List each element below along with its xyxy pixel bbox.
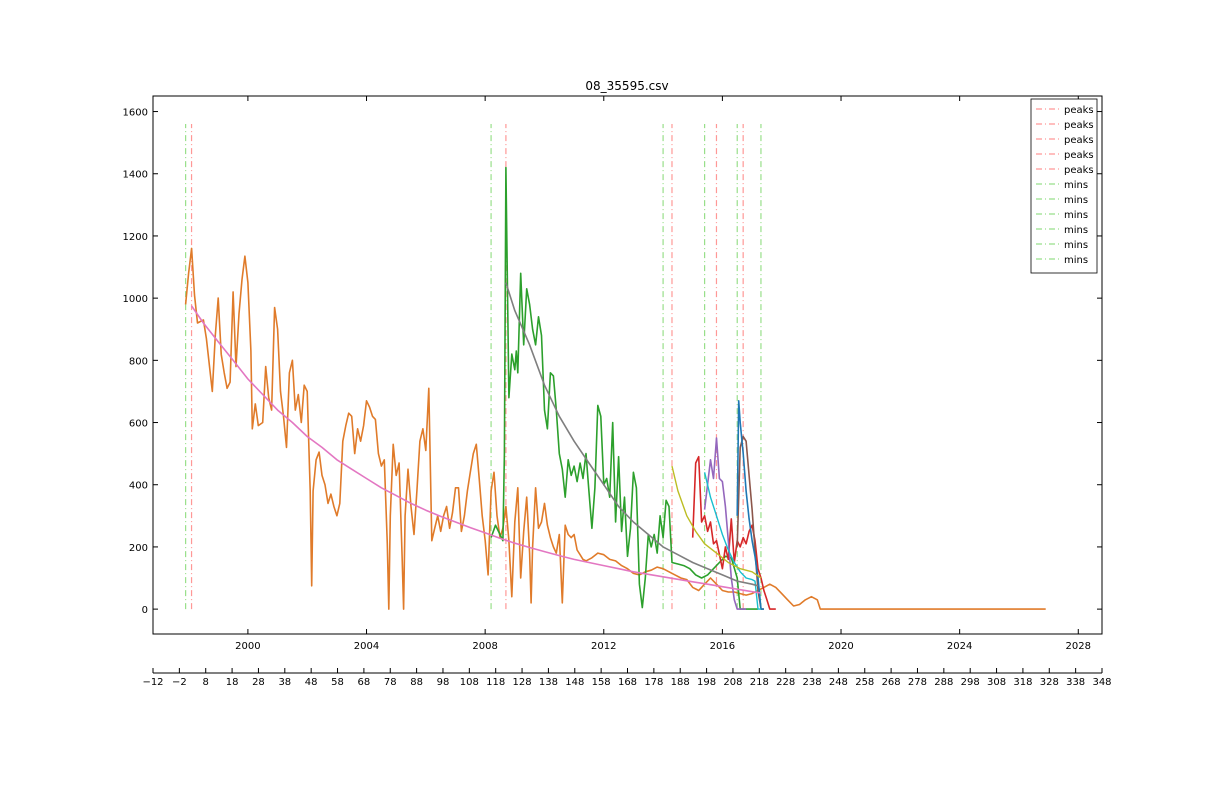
x2-tick-label-328: 328	[1040, 677, 1059, 688]
series-line-1	[490, 166, 758, 610]
x2-tick-label-38: 38	[278, 677, 291, 688]
x2-tick-label-258: 258	[855, 677, 874, 688]
x2-tick-label-308: 308	[987, 677, 1006, 688]
y-tick-label-200: 200	[129, 543, 148, 554]
x2-tick-label-28: 28	[252, 677, 265, 688]
series-line-9	[190, 305, 762, 594]
y-tick-label-1600: 1600	[123, 108, 148, 119]
legend-label-9: mins	[1064, 240, 1088, 251]
x-tick-label-2012: 2012	[591, 641, 616, 652]
x2-tick-label-218: 218	[750, 677, 769, 688]
x-tick-label-2024: 2024	[947, 641, 972, 652]
x2-tick-label-78: 78	[384, 677, 397, 688]
legend-label-2: peaks	[1064, 135, 1094, 146]
x2-tick-label-188: 188	[671, 677, 690, 688]
x2-tick-label-198: 198	[697, 677, 716, 688]
x2-tick-label-98: 98	[437, 677, 450, 688]
legend: peaks peaks peaks peaks peaks mins mins mins min…	[1030, 98, 1098, 274]
x2-tick-label-288: 288	[934, 677, 953, 688]
y-axis: 0 200 400 600 800 1000 1200 1400 1600	[123, 108, 1102, 616]
chart-title: 08_35595.csv	[585, 79, 668, 93]
x2-tick-label-18: 18	[226, 677, 239, 688]
legend-label-6: mins	[1064, 195, 1088, 206]
legend-label-3: peaks	[1064, 150, 1094, 161]
y-tick-label-0: 0	[142, 605, 148, 616]
y-tick-label-1400: 1400	[123, 170, 148, 181]
legend-label-4: peaks	[1064, 165, 1094, 176]
x2-tick-label--2: −2	[172, 677, 187, 688]
x-tick-label-2016: 2016	[710, 641, 735, 652]
legend-label-1: peaks	[1064, 120, 1094, 131]
x2-tick-label-248: 248	[829, 677, 848, 688]
x2-tick-label-298: 298	[961, 677, 980, 688]
x2-tick-label-338: 338	[1066, 677, 1085, 688]
x2-tick-label-58: 58	[331, 677, 344, 688]
x2-tick-label-228: 228	[776, 677, 795, 688]
x2-tick-label-48: 48	[305, 677, 318, 688]
x2-tick-label-148: 148	[565, 677, 584, 688]
y-tick-label-400: 400	[129, 481, 148, 492]
plot-frame	[152, 95, 1103, 635]
x-axis: 2000 2004 2008 2012 2016 2020 2024 2028	[235, 96, 1091, 652]
x2-tick-label-138: 138	[539, 677, 558, 688]
x-tick-label-2028: 2028	[1066, 641, 1091, 652]
x2-tick-label-348: 348	[1092, 677, 1111, 688]
x2-tick-label-238: 238	[802, 677, 821, 688]
x2-tick-label-158: 158	[592, 677, 611, 688]
legend-label-7: mins	[1064, 210, 1088, 221]
legend-label-10: mins	[1064, 255, 1088, 266]
x2-tick-label-108: 108	[460, 677, 479, 688]
series-line-5	[736, 399, 764, 610]
x2-tick-label-178: 178	[644, 677, 663, 688]
y-tick-label-600: 600	[129, 419, 148, 430]
x2-tick-label-208: 208	[723, 677, 742, 688]
vlines-layer	[185, 123, 762, 610]
x2-tick-label-68: 68	[358, 677, 371, 688]
x2-tick-label-128: 128	[513, 677, 532, 688]
x2-tick-label-278: 278	[908, 677, 927, 688]
y-tick-label-800: 800	[129, 356, 148, 367]
x2-tick-label-88: 88	[410, 677, 423, 688]
x-tick-label-2008: 2008	[472, 641, 497, 652]
legend-label-8: mins	[1064, 225, 1088, 236]
x2-tick-label-8: 8	[203, 677, 209, 688]
series-line-8	[505, 282, 759, 587]
x2-tick-label-318: 318	[1013, 677, 1032, 688]
series-line-3	[703, 437, 747, 610]
x-tick-label-2020: 2020	[828, 641, 853, 652]
x-tick-label-2004: 2004	[354, 641, 379, 652]
series-layer	[184, 166, 1046, 610]
x2-tick-label--12: −12	[142, 677, 163, 688]
y-tick-label-1000: 1000	[123, 294, 148, 305]
x-tick-label-2000: 2000	[235, 641, 260, 652]
x2-tick-label-168: 168	[618, 677, 637, 688]
series-line-7	[671, 465, 762, 579]
secondary-x-axis: −12 −2 8 18 28 38 48 58 68 78 88 98 108 118 128 138 148 1…	[142, 668, 1112, 688]
legend-label-0: peaks	[1064, 105, 1094, 116]
x2-tick-label-268: 268	[882, 677, 901, 688]
x2-tick-label-118: 118	[486, 677, 505, 688]
legend-label-5: mins	[1064, 180, 1088, 191]
y-tick-label-1200: 1200	[123, 232, 148, 243]
series-line-0	[184, 247, 1046, 610]
